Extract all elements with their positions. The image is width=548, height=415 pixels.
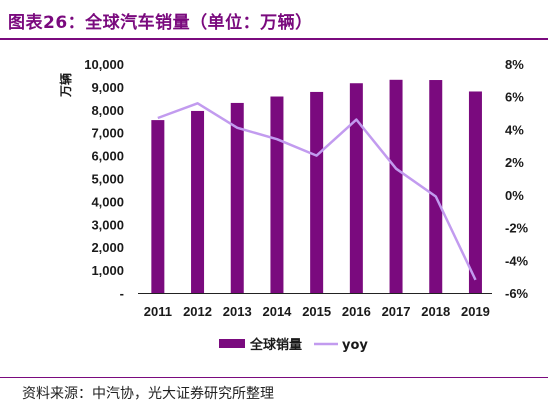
bar-2012 [191, 110, 205, 293]
y-tick-label: 10,000 [84, 57, 124, 72]
x-tick-label: 2014 [262, 304, 292, 319]
source-divider [0, 377, 548, 378]
bar-2017 [389, 79, 403, 294]
y2-tick-label: 0% [505, 188, 524, 203]
title-divider [0, 38, 548, 40]
bar-2018 [429, 80, 443, 293]
bar-2013 [230, 102, 244, 294]
x-tick-label: 2015 [302, 304, 331, 319]
bar-2016 [349, 83, 363, 294]
chart: - 1,000 2,000 3,000 4,000 5,000 6,000 7,000 8,00… [58, 57, 529, 353]
y2-tick-label: -2% [505, 221, 529, 236]
y2-tick-label: -6% [505, 286, 529, 301]
x-tick-label: 2016 [342, 304, 371, 319]
y2-tick-label: 2% [505, 155, 524, 170]
x-tick-label: 2012 [183, 304, 212, 319]
bar-2011 [151, 120, 165, 293]
y2-tick-label: 4% [505, 122, 524, 137]
bar-2014 [270, 96, 284, 293]
y-tick-label: 6,000 [91, 149, 124, 164]
y-tick-label: 8,000 [91, 103, 124, 118]
source-note: 资料来源：中汽协，光大证券研究所整理 [22, 386, 274, 402]
legend-label-bar: 全球销量 [249, 337, 302, 353]
x-tick-label: 2017 [382, 304, 411, 319]
y-tick-label: 4,000 [91, 194, 124, 209]
y-tick-label: 1,000 [91, 263, 124, 278]
y-axis-label: 万辆 [58, 73, 73, 98]
x-tick-label: 2019 [461, 304, 490, 319]
y-tick-label: - [120, 286, 124, 301]
x-tick-label: 2018 [421, 304, 450, 319]
bar-2019 [468, 91, 482, 293]
legend-label-line: yoy [342, 338, 368, 353]
y-tick-label: 5,000 [91, 172, 124, 187]
y-tick-label: 2,000 [91, 240, 124, 255]
y2-tick-label: 8% [505, 57, 524, 72]
x-tick-label: 2013 [223, 304, 252, 319]
y-tick-label: 9,000 [91, 80, 124, 95]
legend-swatch-bar [219, 339, 245, 348]
y-tick-label: 3,000 [91, 217, 124, 232]
chart-title: 图表26：全球汽车销量（单位：万辆） [8, 13, 313, 33]
x-tick-label: 2011 [144, 304, 172, 319]
bar-2015 [310, 91, 324, 293]
y2-tick-label: -4% [505, 253, 529, 268]
y-tick-label: 7,000 [91, 126, 124, 141]
yoy-line [157, 102, 477, 281]
y2-tick-label: 6% [505, 90, 524, 105]
